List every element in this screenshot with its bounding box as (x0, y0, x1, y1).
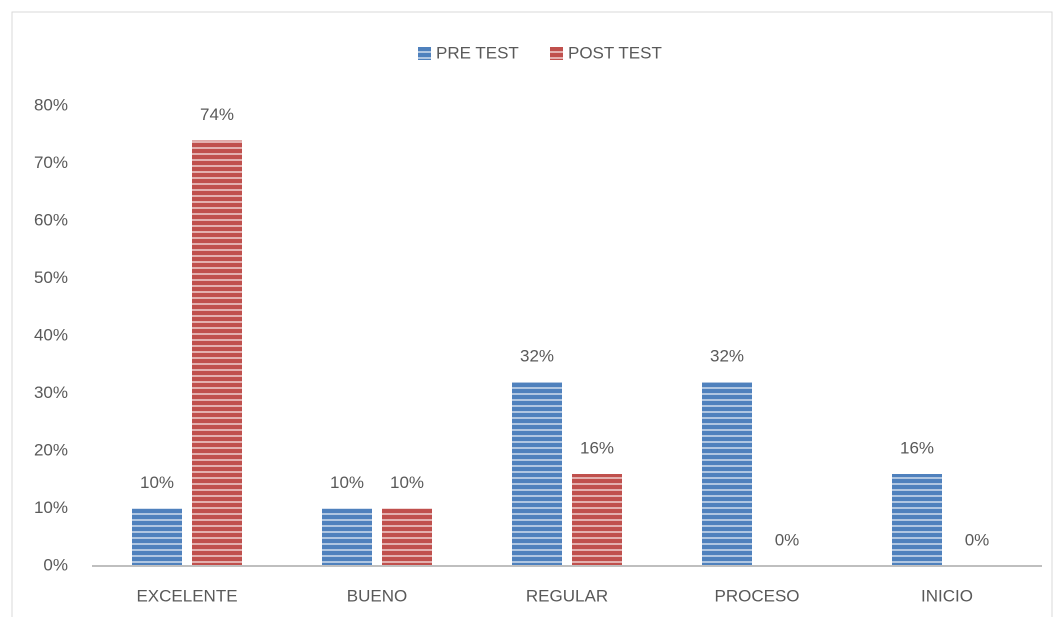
bar (572, 474, 622, 566)
legend-swatch (418, 47, 431, 60)
x-tick-label: PROCESO (714, 586, 799, 605)
legend-swatch (550, 47, 563, 60)
data-label: 10% (330, 473, 364, 492)
y-tick-label: 70% (34, 153, 68, 172)
data-label: 10% (140, 473, 174, 492)
x-tick-label: REGULAR (526, 586, 608, 605)
data-label: 16% (580, 438, 614, 457)
data-label: 16% (900, 438, 934, 457)
y-tick-label: 30% (34, 383, 68, 402)
data-label: 10% (390, 473, 424, 492)
x-tick-label: EXCELENTE (136, 586, 237, 605)
data-label: 32% (520, 346, 554, 365)
x-tick-label: INICIO (921, 586, 973, 605)
bar (702, 382, 752, 566)
y-tick-label: 0% (43, 555, 68, 574)
bar (192, 140, 242, 566)
y-tick-label: 50% (34, 268, 68, 287)
bar (132, 508, 182, 566)
y-tick-label: 20% (34, 440, 68, 459)
legend-label: PRE TEST (436, 43, 519, 62)
data-label: 0% (965, 530, 990, 549)
y-tick-label: 60% (34, 210, 68, 229)
x-tick-label: BUENO (347, 586, 407, 605)
data-label: 0% (775, 530, 800, 549)
bar (892, 474, 942, 566)
data-label: 74% (200, 105, 234, 124)
y-tick-label: 80% (34, 95, 68, 114)
y-tick-label: 40% (34, 325, 68, 344)
legend-label: POST TEST (568, 43, 662, 62)
y-tick-label: 10% (34, 498, 68, 517)
bar (512, 382, 562, 566)
bar (322, 508, 372, 566)
bar (382, 508, 432, 566)
data-label: 32% (710, 346, 744, 365)
